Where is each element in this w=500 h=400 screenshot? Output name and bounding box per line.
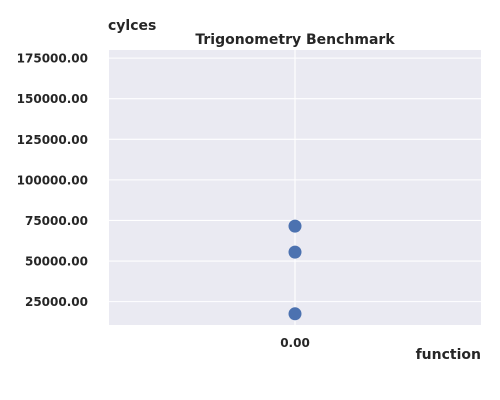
y-tick-label: 125000.00: [17, 133, 88, 147]
data-point: [288, 219, 302, 233]
data-points: [288, 219, 302, 321]
tick-labels: 25000.00 50000.00 75000.00 100000.00 125000.…: [17, 52, 310, 350]
x-tick-label: 0.00: [280, 336, 310, 350]
y-tick-label: 175000.00: [17, 52, 88, 66]
y-axis-title: cylces: [108, 18, 156, 34]
y-tick-label: 100000.00: [17, 173, 88, 187]
chart-title: Trigonometry Benchmark: [195, 32, 395, 48]
y-tick-label: 50000.00: [25, 255, 88, 269]
y-tick-label: 150000.00: [17, 92, 88, 106]
data-point: [288, 307, 302, 321]
y-tick-label: 25000.00: [25, 295, 88, 309]
x-axis-title: function: [416, 347, 481, 363]
y-tick-label: 75000.00: [25, 214, 88, 228]
data-point: [288, 245, 302, 259]
